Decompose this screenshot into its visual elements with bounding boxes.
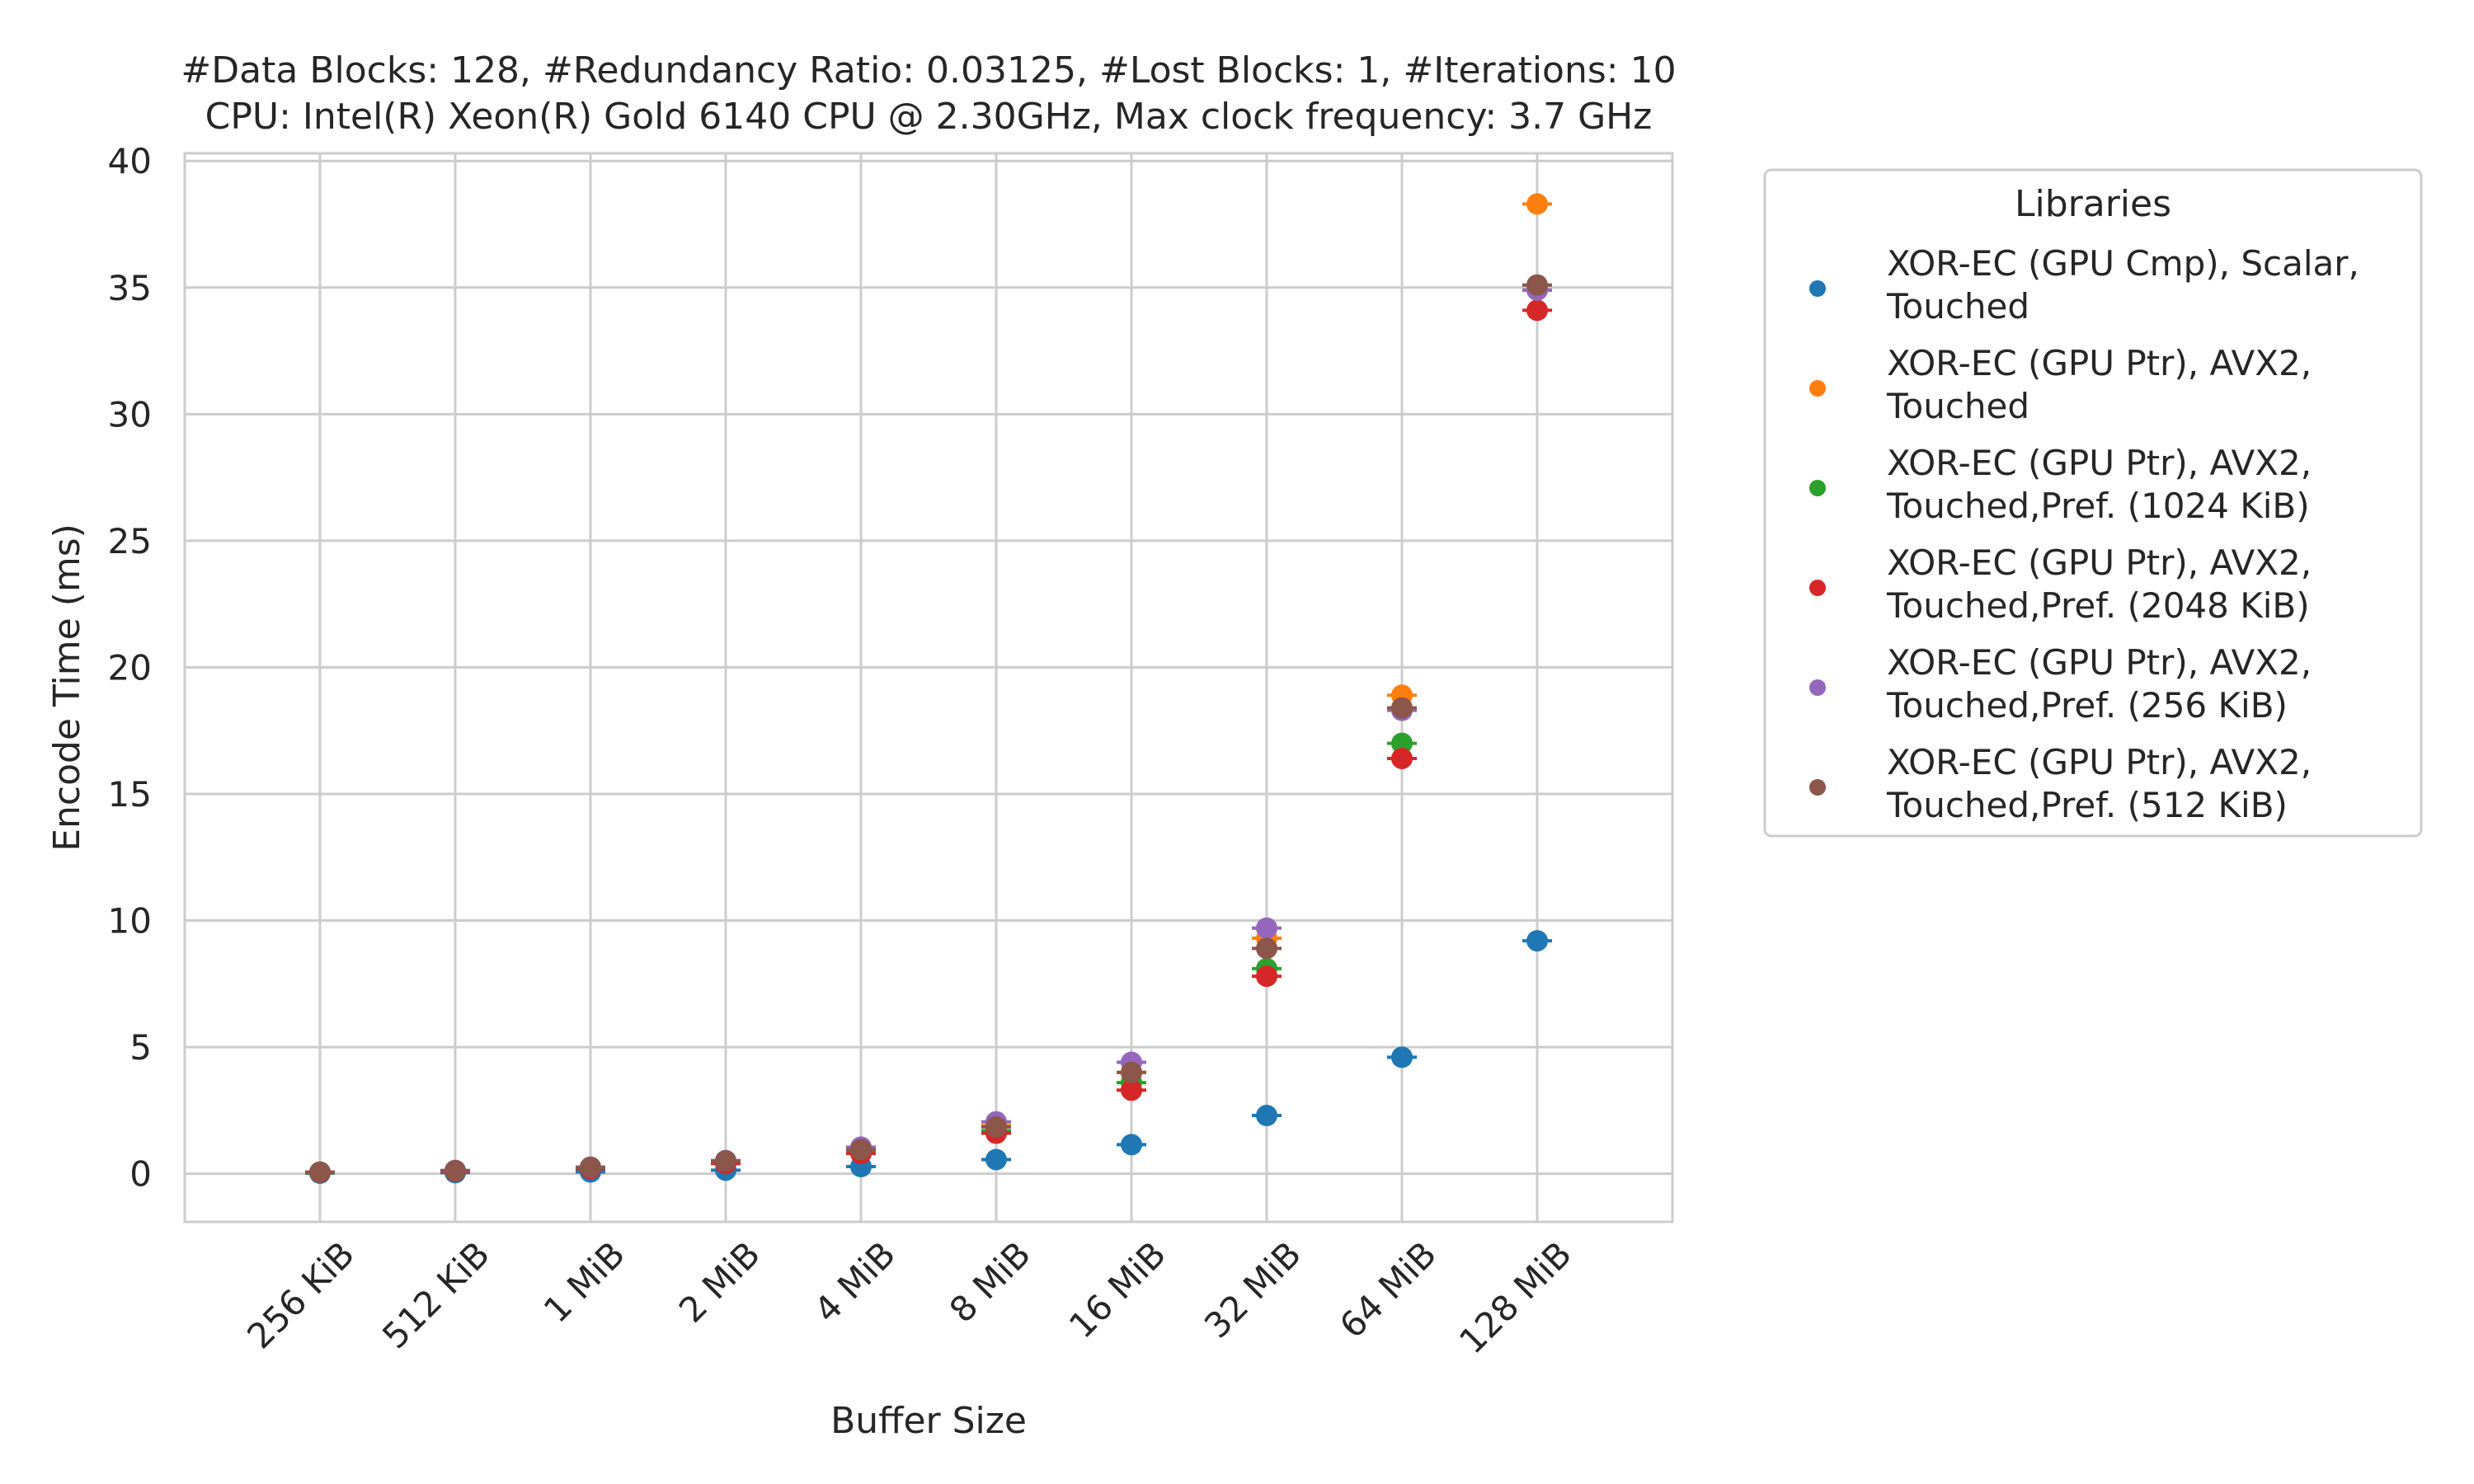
data-point [1526,930,1548,952]
data-point [1256,917,1277,939]
data-point [1256,1105,1277,1127]
legend-item-4: XOR-EC (GPU Ptr), AVX2,Touched,Pref. (20… [1809,542,2312,626]
legend-item-2: XOR-EC (GPU Ptr), AVX2,Touched [1809,343,2312,426]
y-tick-label: 25 [108,521,152,561]
data-point [1121,1061,1142,1083]
series-6 [305,274,1552,1183]
y-tick-label: 35 [108,268,152,308]
data-point [1526,274,1548,296]
legend-label: XOR-EC (GPU Ptr), AVX2, [1887,642,2312,683]
legend-label: XOR-EC (GPU Cmp), Scalar, [1887,243,2359,284]
data-points [305,193,1552,1185]
legend-label: XOR-EC (GPU Ptr), AVX2, [1887,742,2312,782]
chart-title-line-1: #Data Blocks: 128, #Redundancy Ratio: 0.… [181,49,1676,92]
plot-frame [183,152,1674,1223]
data-point [1391,747,1413,769]
legend-item-6: XOR-EC (GPU Ptr), AVX2,Touched,Pref. (51… [1809,742,2312,825]
x-axis-label: Buffer Size [830,1400,1027,1442]
data-point [985,1115,1007,1138]
y-tick-label: 30 [108,394,152,434]
legend-title: Libraries [2015,183,2171,225]
data-point [1391,732,1413,754]
y-tick-label: 10 [108,901,152,942]
y-axis-label: Encode Time (ms) [46,524,88,852]
legend-marker [1809,480,1826,496]
legend-label: XOR-EC (GPU Ptr), AVX2, [1887,443,2312,483]
legend-label: Touched,Pref. (512 KiB) [1886,785,2288,825]
legend-marker [1809,380,1826,397]
data-point [309,1161,331,1183]
legend-marker [1809,280,1826,297]
legend-label: Touched [1886,286,2030,326]
data-point [580,1156,601,1178]
y-tick-label: 15 [108,774,152,815]
legend-marker [1809,580,1826,596]
y-tick-label: 5 [129,1027,152,1068]
legend-box [1763,168,2423,838]
chart-title-line-2: CPU: Intel(R) Xeon(R) Gold 6140 CPU @ 2.… [205,96,1653,138]
data-point [1391,1046,1413,1068]
data-point [444,1159,466,1181]
legend-label: Touched,Pref. (1024 KiB) [1886,486,2310,526]
legend-label: Touched [1886,386,2030,426]
data-point [1121,1079,1142,1101]
grid [185,153,1672,1222]
data-point [1121,1134,1142,1156]
legend-item-1: XOR-EC (GPU Cmp), Scalar,Touched [1809,243,2359,326]
data-point [1391,697,1413,719]
y-tick-label: 20 [108,647,152,688]
legend-item-5: XOR-EC (GPU Ptr), AVX2,Touched,Pref. (25… [1809,642,2312,726]
legend-label: Touched,Pref. (2048 KiB) [1886,585,2310,626]
legend: Libraries XOR-EC (GPU Cmp), Scalar,Touch… [1763,168,2423,838]
data-point [1526,193,1548,215]
data-point [715,1150,736,1172]
data-point [1256,965,1277,988]
legend-marker [1809,679,1826,696]
data-point [985,1148,1007,1171]
data-point [850,1139,872,1161]
legend-item-3: XOR-EC (GPU Ptr), AVX2,Touched,Pref. (10… [1809,443,2312,526]
data-point [1526,299,1548,322]
y-tick-label: 40 [108,141,152,181]
legend-label: Touched,Pref. (256 KiB) [1886,685,2288,726]
legend-marker [1809,779,1826,796]
legend-label: XOR-EC (GPU Ptr), AVX2, [1887,542,2312,583]
y-tick-label: 0 [129,1154,152,1195]
data-point [1256,937,1277,960]
legend-label: XOR-EC (GPU Ptr), AVX2, [1887,343,2312,383]
